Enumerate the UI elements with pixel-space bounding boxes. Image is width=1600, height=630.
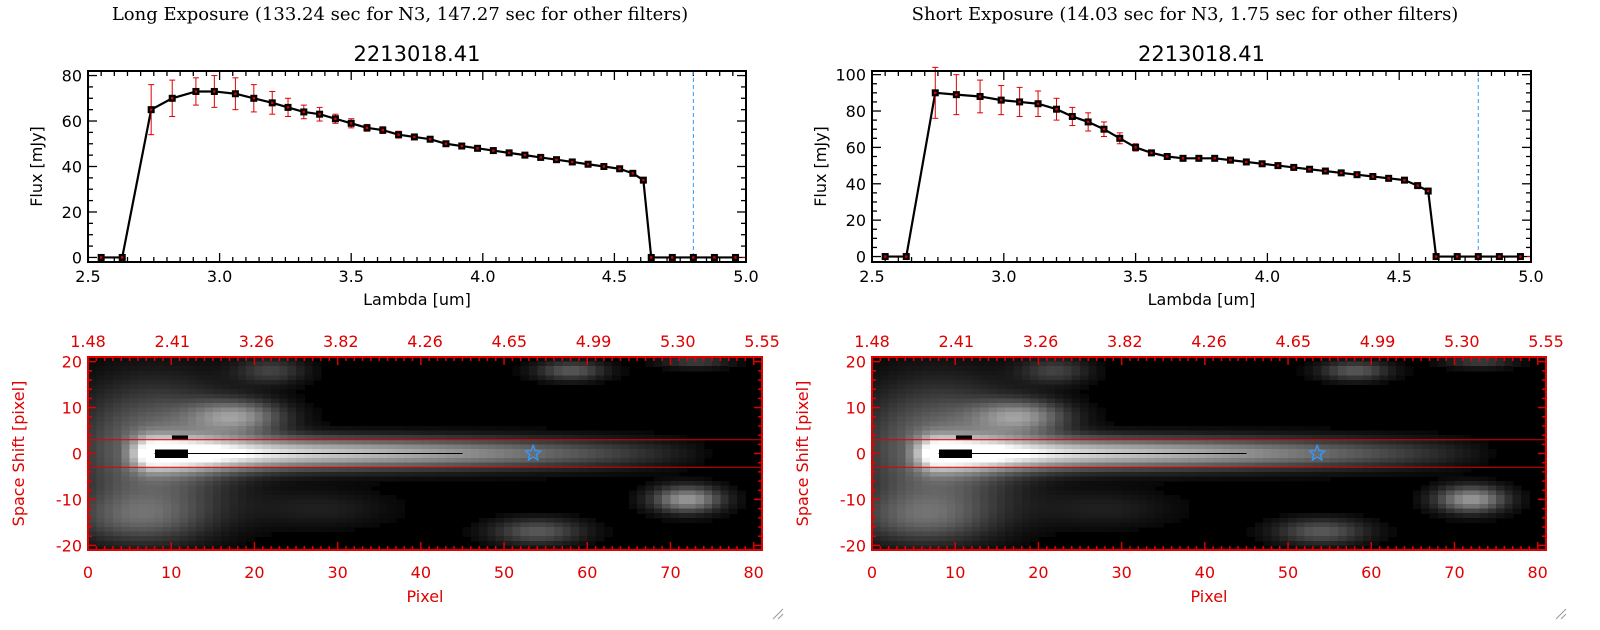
y-tick-label: 40 [62, 158, 82, 177]
x-tick-label: 3.0 [207, 267, 232, 286]
x-tick-label: 20 [244, 563, 264, 582]
x-tick-label: 30 [327, 563, 347, 582]
y-tick-label: -10 [840, 490, 866, 509]
star-marker-icon [523, 443, 543, 462]
x-tick-label: 0 [83, 563, 93, 582]
top-axis-label: 4.65 [491, 332, 527, 351]
x-tick-label: 30 [1111, 563, 1131, 582]
spectrum-line [101, 90, 736, 259]
x-axis-label: Lambda [um] [1148, 290, 1256, 309]
image-frame [871, 356, 1547, 551]
x-tick-label: 5.0 [1518, 267, 1543, 286]
y-tick-label: 100 [835, 66, 866, 85]
image-frame [87, 356, 763, 551]
x-tick-label: 50 [494, 563, 514, 582]
y-tick-label: 60 [846, 138, 866, 157]
top-axis-label: 5.55 [744, 332, 780, 351]
y-tick-label: 0 [72, 248, 82, 267]
x-tick-label: 3.0 [991, 267, 1016, 286]
chart-title: 2213018.41 [1138, 42, 1265, 66]
resize-grip-icon[interactable] [770, 606, 784, 620]
x-tick-label: 10 [161, 563, 181, 582]
y-tick-label: 0 [856, 445, 866, 464]
short-exposure-title: Short Exposure (14.03 sec for N3, 1.75 s… [911, 4, 1459, 25]
long-exposure-title: Long Exposure (133.24 sec for N3, 147.27… [111, 4, 689, 25]
top-axis-label: 2.41 [154, 332, 190, 351]
x-tick-label: 0 [867, 563, 877, 582]
y-tick-label: 80 [62, 67, 82, 86]
x-tick-label: 2.5 [859, 267, 884, 286]
chart-title: 2213018.41 [354, 42, 481, 66]
top-axis-label: 3.26 [239, 332, 275, 351]
top-axis-label: 1.48 [70, 332, 106, 351]
top-axis-label: 1.48 [854, 332, 890, 351]
x-tick-label: 80 [743, 563, 763, 582]
y-tick-label: 20 [846, 353, 866, 372]
spectral-image-0: 0 10 20 30 40 50 60 70 80 -20 -10 0 10 20 1.48 2.41 3.26… [9, 332, 780, 606]
x-tick-label: 4.5 [602, 267, 627, 286]
x-tick-label: 40 [411, 563, 431, 582]
x-tick-label: 3.5 [338, 267, 363, 286]
top-axis-label: 5.30 [1444, 332, 1480, 351]
x-tick-label: 60 [1361, 563, 1381, 582]
x-tick-label: 80 [1527, 563, 1547, 582]
x-tick-label: 40 [1195, 563, 1215, 582]
x-tick-label: 3.5 [1123, 267, 1148, 286]
x-tick-label: 2.5 [75, 267, 100, 286]
top-axis-label: 3.82 [1107, 332, 1143, 351]
y-tick-label: 40 [846, 175, 866, 194]
y-axis-label: Space Shift [pixel] [9, 381, 28, 527]
x-tick-label: 4.0 [470, 267, 495, 286]
resize-grip-icon[interactable] [1553, 606, 1567, 620]
x-tick-label: 10 [945, 563, 965, 582]
y-tick-label: 10 [62, 399, 82, 418]
x-axis-label: Pixel [1190, 587, 1227, 606]
x-tick-label: 50 [1278, 563, 1298, 582]
x-axis-label: Pixel [406, 587, 443, 606]
y-tick-label: 80 [846, 102, 866, 121]
x-tick-label: 60 [577, 563, 597, 582]
y-tick-label: -20 [56, 536, 82, 555]
top-axis-label: 5.30 [660, 332, 696, 351]
y-axis-label: Flux [mJy] [811, 126, 830, 207]
spectrum-chart-0: 2213018.41 2.5 3.0 3.5 4.0 4.5 5.0 0 20 40 60 80 Lam… [27, 42, 759, 309]
image-pixels [88, 357, 746, 551]
top-axis-label: 3.82 [323, 332, 359, 351]
x-tick-label: 20 [1028, 563, 1048, 582]
spectral-image-1: 0 10 20 30 40 50 60 70 80 -20 -10 0 10 20 1.48 2.41 3.26… [793, 332, 1564, 606]
x-tick-label: 4.0 [1255, 267, 1280, 286]
plot-frame [871, 70, 1532, 263]
top-axis-label: 3.26 [1023, 332, 1059, 351]
image-pixels [872, 357, 1530, 551]
y-tick-label: 10 [846, 399, 866, 418]
x-tick-label: 4.5 [1386, 267, 1411, 286]
y-tick-label: -10 [56, 490, 82, 509]
top-axis-label: 4.99 [576, 332, 612, 351]
y-axis-label: Flux [mJy] [27, 126, 46, 207]
y-tick-label: 20 [846, 211, 866, 230]
top-axis-label: 5.55 [1528, 332, 1564, 351]
star-marker-icon [1307, 443, 1327, 462]
spectrum-line [885, 91, 1521, 258]
y-tick-label: 0 [856, 248, 866, 267]
y-tick-label: 0 [72, 445, 82, 464]
top-axis-label: 4.26 [407, 332, 443, 351]
x-tick-label: 70 [660, 563, 680, 582]
top-axis-label: 4.99 [1360, 332, 1396, 351]
top-axis-label: 2.41 [938, 332, 974, 351]
y-tick-label: 60 [62, 112, 82, 131]
x-axis-label: Lambda [um] [363, 290, 471, 309]
y-axis-label: Space Shift [pixel] [793, 381, 812, 527]
top-axis-label: 4.65 [1275, 332, 1311, 351]
plot-frame [87, 70, 747, 263]
y-tick-label: 20 [62, 203, 82, 222]
spectrum-chart-1: 2213018.41 2.5 3.0 3.5 4.0 4.5 5.0 0 20 40 60 80 100… [811, 42, 1544, 309]
y-tick-label: -20 [840, 536, 866, 555]
x-tick-label: 70 [1444, 563, 1464, 582]
top-axis-label: 4.26 [1191, 332, 1227, 351]
y-tick-label: 20 [62, 353, 82, 372]
x-tick-label: 5.0 [733, 267, 758, 286]
